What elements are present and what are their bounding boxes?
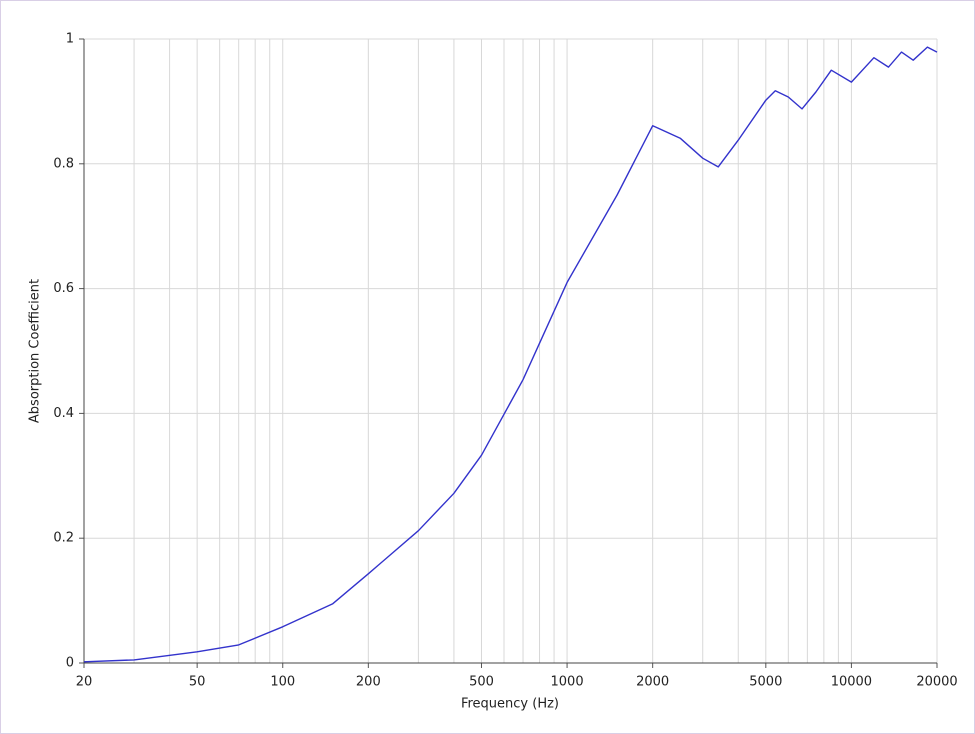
x-tick-label: 500	[469, 675, 494, 690]
y-tick-label: 0	[66, 656, 74, 671]
x-tick-label: 1000	[551, 675, 584, 690]
y-tick-label: 0.4	[53, 406, 74, 421]
data-line	[83, 46, 938, 663]
x-tick-label: 20000	[916, 675, 957, 690]
y-tick-label: 0.2	[53, 531, 74, 546]
y-tick-label: 0.6	[53, 281, 74, 296]
y-tick-label: 1	[66, 32, 74, 47]
x-tick-label: 50	[189, 675, 206, 690]
x-axis-label: Frequency (Hz)	[461, 697, 559, 712]
x-tick-label: 100	[270, 675, 295, 690]
x-tick-label: 20	[76, 675, 93, 690]
y-tick-label: 0.8	[53, 156, 74, 171]
x-tick-label: 2000	[636, 675, 669, 690]
x-tick-label: 200	[356, 675, 381, 690]
x-tick-label: 5000	[749, 675, 782, 690]
y-axis-label: Absorption Coefficient	[28, 279, 43, 423]
x-tick-label: 10000	[831, 675, 872, 690]
